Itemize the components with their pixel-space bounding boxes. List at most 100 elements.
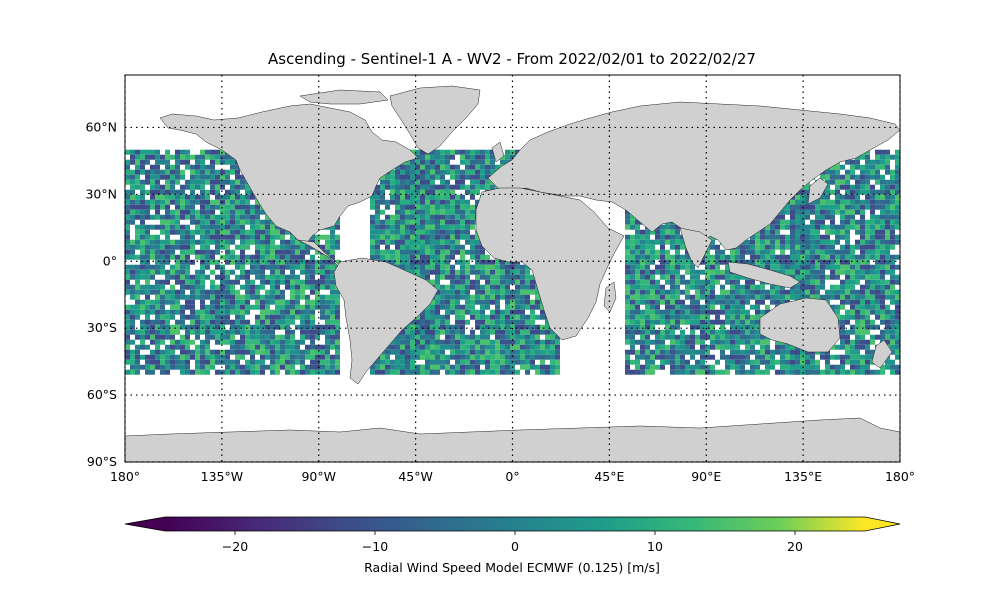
- swath-cell: [435, 184, 440, 190]
- swath-cell: [755, 254, 760, 260]
- swath-cell: [720, 289, 725, 295]
- swath-cell: [150, 324, 155, 330]
- swath-cell: [450, 329, 455, 335]
- swath-cell: [245, 269, 250, 275]
- swath-cell: [145, 209, 150, 215]
- swath-cell: [700, 354, 705, 360]
- swath-cell: [390, 219, 395, 225]
- swath-cell: [405, 169, 410, 175]
- swath-cell: [680, 314, 685, 320]
- swath-cell: [170, 254, 175, 260]
- swath-cell: [670, 339, 675, 345]
- swath-cell: [735, 279, 740, 285]
- swath-cell: [190, 294, 195, 300]
- swath-cell: [745, 249, 750, 255]
- swath-cell: [415, 169, 420, 175]
- swath-cell: [125, 234, 130, 240]
- swath-cell: [165, 159, 170, 165]
- swath-cell: [735, 244, 740, 250]
- swath-cell: [320, 329, 325, 335]
- swath-cell: [770, 259, 775, 265]
- swath-cell: [630, 224, 635, 230]
- swath-cell: [220, 349, 225, 355]
- swath-cell: [160, 189, 165, 195]
- swath-cell: [165, 244, 170, 250]
- swath-cell: [465, 164, 470, 170]
- swath-cell: [185, 244, 190, 250]
- swath-cell: [730, 294, 735, 300]
- swath-cell: [405, 244, 410, 250]
- swath-cell: [395, 174, 400, 180]
- swath-cell: [190, 154, 195, 160]
- swath-cell: [400, 174, 405, 180]
- swath-cell: [285, 299, 290, 305]
- swath-cell: [250, 334, 255, 340]
- swath-cell: [265, 224, 270, 230]
- swath-cell: [155, 259, 160, 265]
- swath-cell: [180, 199, 185, 205]
- swath-cell: [645, 259, 650, 265]
- swath-cell: [455, 239, 460, 245]
- swath-cell: [370, 199, 375, 205]
- swath-cell: [150, 214, 155, 220]
- swath-cell: [220, 339, 225, 345]
- swath-cell: [785, 364, 790, 370]
- swath-cell: [450, 194, 455, 200]
- swath-cell: [125, 329, 130, 335]
- swath-cell: [675, 259, 680, 265]
- swath-cell: [155, 284, 160, 290]
- swath-cell: [460, 354, 465, 360]
- swath-cell: [185, 359, 190, 365]
- swath-cell: [305, 369, 310, 375]
- swath-cell: [155, 209, 160, 215]
- swath-cell: [215, 224, 220, 230]
- swath-cell: [220, 159, 225, 165]
- swath-cell: [775, 259, 780, 265]
- swath-cell: [725, 264, 730, 270]
- swath-cell: [475, 294, 480, 300]
- swath-cell: [235, 309, 240, 315]
- swath-cell: [645, 274, 650, 280]
- swath-cell: [455, 349, 460, 355]
- swath-cell: [490, 164, 495, 170]
- swath-cell: [125, 269, 130, 275]
- swath-cell: [505, 159, 510, 165]
- swath-cell: [525, 264, 530, 270]
- swath-cell: [665, 319, 670, 325]
- swath-cell: [705, 314, 710, 320]
- swath-cell: [195, 354, 200, 360]
- swath-cell: [645, 369, 650, 375]
- swath-cell: [370, 369, 375, 375]
- swath-cell: [445, 264, 450, 270]
- swath-cell: [520, 334, 525, 340]
- swath-cell: [745, 259, 750, 265]
- swath-cell: [245, 299, 250, 305]
- swath-cell: [785, 239, 790, 245]
- swath-cell: [285, 324, 290, 330]
- swath-cell: [230, 209, 235, 215]
- swath-cell: [415, 189, 420, 195]
- swath-cell: [420, 199, 425, 205]
- swath-cell: [760, 299, 765, 305]
- swath-cell: [655, 254, 660, 260]
- swath-cell: [415, 244, 420, 250]
- swath-cell: [780, 224, 785, 230]
- swath-cell: [155, 204, 160, 210]
- swath-cell: [195, 249, 200, 255]
- swath-cell: [220, 184, 225, 190]
- swath-cell: [230, 179, 235, 185]
- swath-cell: [515, 349, 520, 355]
- swath-cell: [750, 254, 755, 260]
- swath-cell: [640, 229, 645, 235]
- swath-cell: [465, 339, 470, 345]
- swath-cell: [235, 359, 240, 365]
- swath-cell: [295, 369, 300, 375]
- swath-cell: [245, 304, 250, 310]
- swath-cell: [210, 254, 215, 260]
- swath-cell: [325, 234, 330, 240]
- swath-cell: [420, 264, 425, 270]
- swath-cell: [160, 329, 165, 335]
- swath-cell: [215, 369, 220, 375]
- swath-cell: [530, 349, 535, 355]
- swath-cell: [730, 279, 735, 285]
